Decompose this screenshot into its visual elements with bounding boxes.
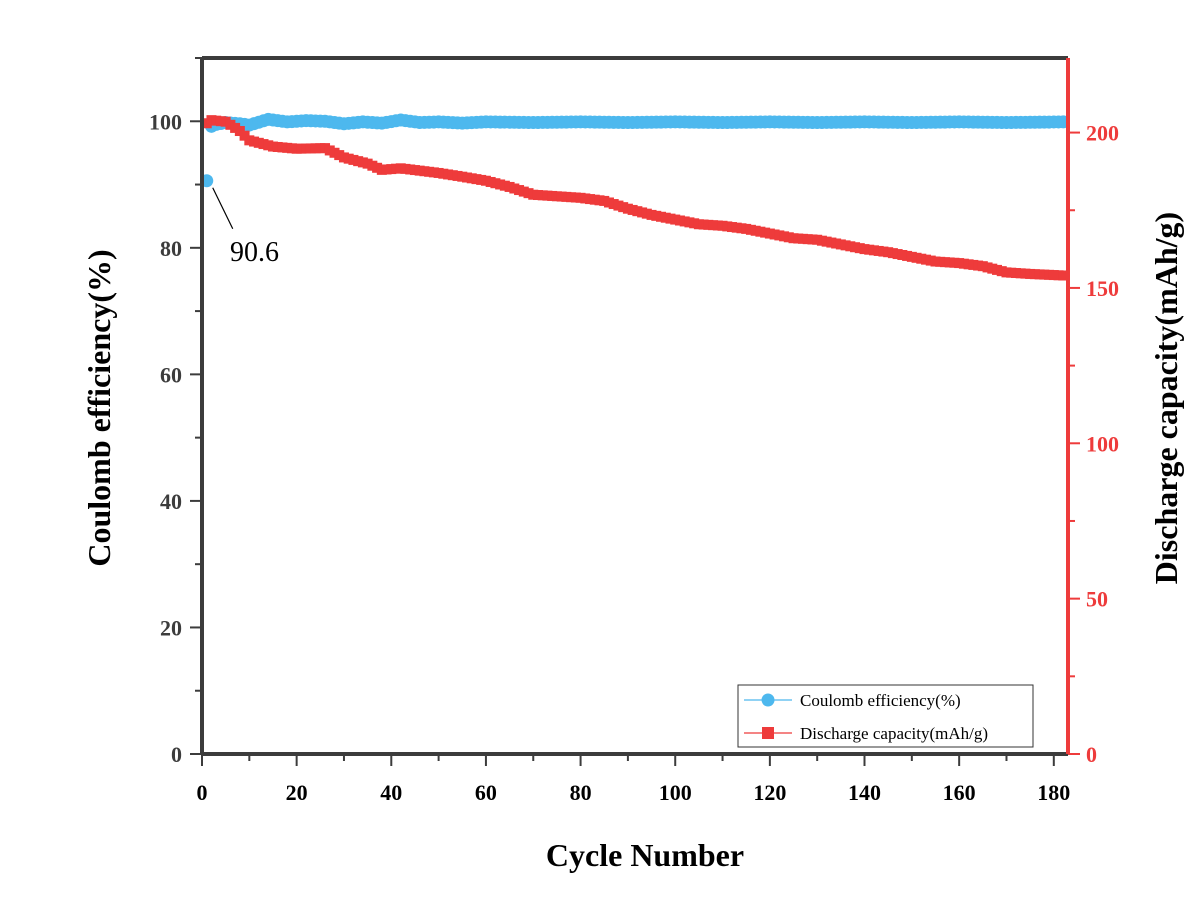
legend-marker-capacity: [762, 727, 774, 739]
axes: 0 20 40 60 80 100 120 140 160 180 0 20 40 60 80 100 0 50 1…: [149, 56, 1119, 805]
left-axis-title: Coulomb efficiency(%): [81, 249, 117, 566]
right-tick-label: 200: [1086, 121, 1119, 146]
legend-label-ce: Coulomb efficiency(%): [800, 691, 961, 710]
left-tick-label: 20: [160, 615, 182, 640]
x-tick-label: 120: [753, 780, 786, 805]
left-tick-label: 0: [171, 742, 182, 767]
x-tick-label: 20: [286, 780, 308, 805]
x-tick-label: 100: [659, 780, 692, 805]
x-tick-label: 80: [570, 780, 592, 805]
x-tick-label: 60: [475, 780, 497, 805]
legend: Coulomb efficiency(%) Discharge capacity…: [737, 684, 1034, 748]
left-tick-label: 60: [160, 362, 182, 387]
x-tick-label: 160: [943, 780, 976, 805]
legend-item-ce: Coulomb efficiency(%): [744, 691, 961, 710]
legend-label-capacity: Discharge capacity(mAh/g): [800, 724, 988, 743]
right-tick-label: 100: [1086, 431, 1119, 456]
x-axis-title: Cycle Number: [546, 837, 744, 873]
right-tick-label: 50: [1086, 587, 1108, 612]
x-tick-label: 180: [1037, 780, 1070, 805]
discharge-capacity-series: [201, 115, 1069, 281]
left-tick-label: 80: [160, 236, 182, 261]
x-tick-label: 140: [848, 780, 881, 805]
coulomb-efficiency-series: [200, 112, 1070, 188]
legend-marker-ce: [761, 693, 775, 707]
legend-item-capacity: Discharge capacity(mAh/g): [744, 724, 988, 743]
first-cycle-annotation: 90.6: [212, 187, 279, 268]
capacity-point: [1058, 270, 1069, 281]
legend-box: [737, 684, 1034, 748]
left-tick-label: 40: [160, 489, 182, 514]
right-axis-title: Discharge capacity(mAh/g): [1148, 212, 1184, 584]
left-tick-label: 100: [149, 109, 182, 134]
right-tick-label: 150: [1086, 276, 1119, 301]
annotation-leader-line: [212, 187, 234, 230]
right-tick-label: 0: [1086, 742, 1097, 767]
x-tick-label: 0: [197, 780, 208, 805]
x-tick-label: 40: [380, 780, 402, 805]
annotation-label: 90.6: [230, 237, 279, 268]
